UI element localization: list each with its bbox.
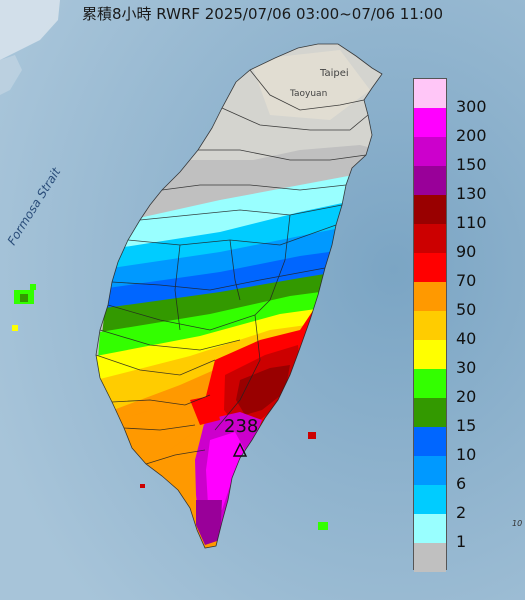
legend-swatch [414,514,446,543]
legend-label: 150 [456,155,487,174]
legend-swatch [414,108,446,137]
county-boundaries [95,43,383,549]
legend-swatch [414,166,446,195]
legend-swatch [414,282,446,311]
legend-label: 110 [456,213,487,232]
legend-swatch [414,398,446,427]
edge-label: 10 [512,519,522,528]
legend-swatch [414,543,446,572]
legend-swatch [414,456,446,485]
legend-label: 70 [456,271,477,290]
legend-label: 30 [456,358,477,377]
legend-color-scale [413,78,447,572]
land-china-coast [0,0,60,60]
legend-swatch [414,137,446,166]
max-rainfall-value: 238 [224,416,258,437]
offshore-islands [12,284,328,530]
legend-swatch [414,311,446,340]
max-rainfall-marker [232,442,248,457]
legend-swatch [414,253,446,282]
legend-label: 2 [456,503,467,522]
legend-label: 20 [456,387,477,406]
legend-label: 200 [456,126,487,145]
legend-label: 40 [456,329,477,348]
legend-label: 15 [456,416,477,435]
legend-swatch [414,79,446,108]
map-title: 累積8小時 RWRF 2025/07/06 03:00~07/06 11:00 [81,5,444,23]
legend-swatch [414,427,446,456]
legend-swatch [414,224,446,253]
legend-label: 90 [456,242,477,261]
legend-swatch [414,369,446,398]
legend-label: 10 [456,445,477,464]
city-label-taipei: Taipei [319,68,349,79]
legend-label: 130 [456,184,487,203]
legend-swatch [414,485,446,514]
legend-label: 50 [456,300,477,319]
legend-swatch [414,195,446,224]
legend-label: 300 [456,97,487,116]
legend-label: 6 [456,474,467,493]
legend-swatch [414,340,446,369]
legend-label: 1 [456,532,467,551]
city-label-taoyuan: Taoyuan [289,89,327,99]
